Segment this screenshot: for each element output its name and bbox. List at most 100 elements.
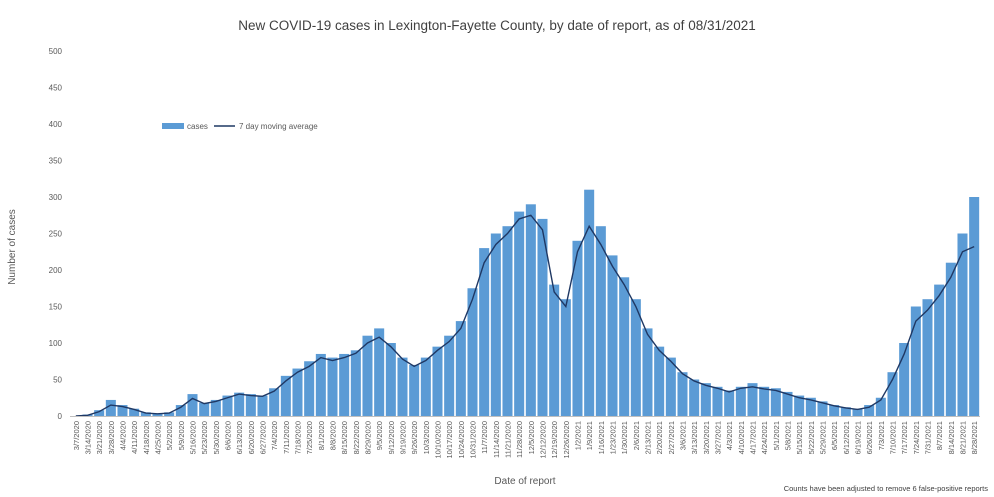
cases-bar <box>899 343 910 416</box>
y-tick-label: 150 <box>49 303 63 312</box>
cases-bar <box>479 248 490 416</box>
x-tick-label: 6/5/2021 <box>830 421 839 450</box>
cases-bar <box>129 408 140 416</box>
cases-bar <box>327 357 338 416</box>
x-tick-label: 5/1/2021 <box>772 421 781 450</box>
cases-bar <box>747 383 758 416</box>
x-tick-label: 2/13/2021 <box>644 421 653 454</box>
cases-bar <box>117 405 128 416</box>
cases-bar <box>595 226 606 416</box>
legend: cases 7 day moving average <box>162 122 318 131</box>
x-tick-label: 8/29/2020 <box>364 421 373 454</box>
cases-bar <box>619 277 630 416</box>
y-tick-label: 450 <box>49 84 63 93</box>
x-tick-label: 9/12/2020 <box>387 421 396 454</box>
cases-bar <box>245 394 256 416</box>
x-tick-label: 8/7/2021 <box>935 421 944 450</box>
cases-bar <box>525 204 536 416</box>
y-tick-label: 200 <box>49 266 63 275</box>
x-tick-label: 3/27/2021 <box>714 421 723 454</box>
x-tick-label: 1/2/2021 <box>574 421 583 450</box>
y-tick-label: 300 <box>49 193 63 202</box>
cases-bar <box>304 361 315 416</box>
cases-bar <box>724 390 735 416</box>
x-axis-ticks: 3/7/2020 3/14/2020 3/21/2020 3/28/2020 4/4/2… <box>72 421 979 459</box>
x-tick-label: 5/29/2021 <box>819 421 828 454</box>
cases-bar <box>537 218 548 416</box>
x-tick-label: 9/26/2020 <box>410 421 419 454</box>
x-tick-label: 7/11/2020 <box>282 421 291 454</box>
x-tick-label: 11/21/2020 <box>504 421 513 458</box>
cases-bar <box>689 379 700 416</box>
legend-label-moving-average: 7 day moving average <box>239 122 318 131</box>
cases-bar <box>269 388 280 416</box>
cases-bar <box>560 299 571 416</box>
cases-bar <box>864 405 875 416</box>
x-tick-label: 4/18/2020 <box>142 421 151 454</box>
x-tick-label: 8/1/2020 <box>317 421 326 450</box>
x-tick-label: 6/19/2021 <box>854 421 863 454</box>
x-tick-label: 5/22/2021 <box>807 421 816 454</box>
x-tick-label: 12/26/2020 <box>562 421 571 459</box>
cases-bar <box>350 350 361 416</box>
x-tick-label: 2/27/2021 <box>667 421 676 454</box>
cases-bar <box>490 233 501 416</box>
cases-bar <box>234 392 245 416</box>
x-tick-label: 5/2/2020 <box>165 421 174 450</box>
cases-bar <box>805 397 816 416</box>
cases-bar <box>187 394 198 416</box>
y-tick-label: 0 <box>58 412 63 421</box>
cases-bar <box>665 357 676 416</box>
cases-bar <box>945 262 956 416</box>
cases-bar <box>362 335 373 416</box>
x-tick-label: 3/28/2020 <box>107 421 116 454</box>
x-tick-label: 2/6/2021 <box>632 421 641 450</box>
x-tick-label: 4/24/2021 <box>760 421 769 454</box>
x-tick-label: 4/3/2021 <box>725 421 734 450</box>
x-tick-label: 3/20/2021 <box>702 421 711 454</box>
x-tick-label: 10/10/2020 <box>434 421 443 459</box>
cases-bar <box>759 386 770 416</box>
x-tick-label: 11/28/2020 <box>515 421 524 458</box>
cases-bar <box>222 395 233 416</box>
x-tick-label: 6/12/2021 <box>842 421 851 454</box>
cases-bar <box>397 357 408 416</box>
cases-bar <box>852 408 863 416</box>
y-axis-ticks: 0 50 100 150 200 250 300 350 400 450 500 <box>49 47 63 421</box>
x-tick-label: 5/23/2020 <box>200 421 209 454</box>
cases-bar <box>712 386 723 416</box>
x-tick-label: 6/27/2020 <box>259 421 268 454</box>
x-tick-label: 1/9/2021 <box>585 421 594 450</box>
x-tick-label: 2/20/2021 <box>655 421 664 454</box>
y-tick-label: 100 <box>49 339 63 348</box>
cases-bar <box>467 288 478 416</box>
y-axis-label: Number of cases <box>7 209 18 285</box>
cases-bar <box>409 364 420 416</box>
legend-label-cases: cases <box>187 122 208 131</box>
x-tick-label: 8/22/2020 <box>352 421 361 454</box>
cases-bar <box>630 299 641 416</box>
cases-bar <box>339 353 350 416</box>
x-tick-label: 5/15/2021 <box>795 421 804 454</box>
y-tick-label: 350 <box>49 157 63 166</box>
x-tick-label: 7/31/2021 <box>924 421 933 454</box>
x-tick-label: 10/31/2020 <box>469 421 478 459</box>
cases-bar <box>677 372 688 416</box>
cases-bar <box>817 401 828 416</box>
x-tick-label: 11/7/2020 <box>480 421 489 454</box>
x-tick-label: 8/21/2021 <box>959 421 968 454</box>
cases-bar <box>140 412 151 416</box>
cases-bar <box>210 399 221 416</box>
cases-bar <box>957 233 968 416</box>
x-tick-label: 4/4/2020 <box>119 421 128 450</box>
cases-bar <box>94 410 105 416</box>
cases-bar <box>280 375 291 416</box>
cases-bar <box>794 395 805 416</box>
x-axis-label: Date of report <box>494 476 555 487</box>
cases-bar <box>700 383 711 416</box>
cases-bar <box>444 335 455 416</box>
x-tick-label: 5/8/2021 <box>784 421 793 450</box>
x-tick-label: 7/18/2020 <box>294 421 303 454</box>
x-tick-label: 1/16/2021 <box>597 421 606 454</box>
x-tick-label: 5/30/2020 <box>212 421 221 454</box>
